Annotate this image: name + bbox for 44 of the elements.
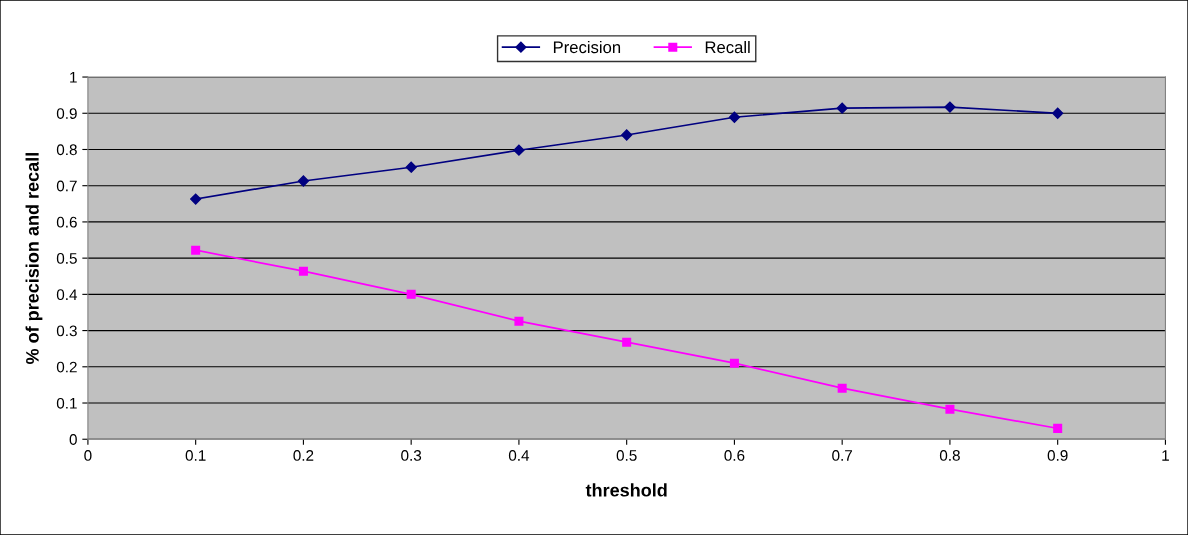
point <box>621 129 633 141</box>
point <box>1052 107 1064 119</box>
x-tick-label: 0.2 <box>293 450 314 461</box>
point <box>837 383 847 393</box>
point <box>191 245 201 255</box>
legend-label: Recall <box>705 40 750 54</box>
point <box>190 193 202 205</box>
legend-label: Precision <box>553 40 621 54</box>
point <box>514 316 524 326</box>
point <box>836 102 848 114</box>
x-tick-label: 0.6 <box>724 450 745 461</box>
y-tick-label: 0.4 <box>56 289 78 301</box>
y-tick-label: 0.1 <box>56 397 77 409</box>
y-tick-label: 0.5 <box>56 253 77 264</box>
x-tick-label: 0 <box>84 450 92 461</box>
point <box>405 161 417 173</box>
y-tick-label: 0.9 <box>56 108 77 119</box>
point <box>728 111 741 123</box>
x-tick-label: 0.4 <box>508 450 530 461</box>
x-tick-label: 0.3 <box>401 450 422 461</box>
point <box>729 358 739 368</box>
y-tick-label: 0.3 <box>56 325 77 337</box>
x-tick-label: 0.9 <box>1047 450 1068 461</box>
x-tick-label: 0.7 <box>832 450 853 461</box>
point <box>944 101 956 113</box>
x-tick-label: 0.1 <box>185 450 206 461</box>
x-tick-label: 0.5 <box>616 450 637 461</box>
y-axis-title: % of precision and recall <box>25 153 43 365</box>
x-tick-label: 1 <box>1162 450 1169 461</box>
point <box>513 144 525 156</box>
point <box>622 337 632 347</box>
y-tick-label: 0.8 <box>56 144 77 156</box>
y-tick-label: 0.6 <box>56 216 77 228</box>
y-tick-label: 0 <box>69 434 77 445</box>
point <box>297 175 310 187</box>
point <box>945 404 955 414</box>
x-axis-title: threshold <box>585 483 667 497</box>
point <box>406 289 416 299</box>
point <box>298 266 308 276</box>
point <box>1053 423 1063 433</box>
y-tick-label: 1 <box>70 72 77 83</box>
y-tick-label: 0.7 <box>56 180 77 192</box>
y-tick-label: 0.2 <box>56 361 77 373</box>
x-tick-label: 0.8 <box>939 450 960 461</box>
